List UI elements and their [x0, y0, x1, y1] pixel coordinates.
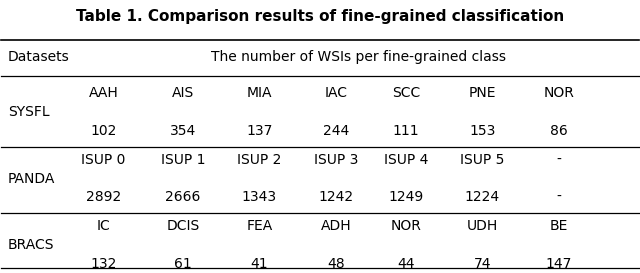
Text: 1224: 1224 [465, 190, 500, 204]
Text: BRACS: BRACS [8, 238, 54, 252]
Text: ISUP 4: ISUP 4 [384, 153, 428, 167]
Text: 61: 61 [174, 257, 192, 271]
Text: NOR: NOR [390, 219, 422, 233]
Text: BE: BE [550, 219, 568, 233]
Text: FEA: FEA [246, 219, 273, 233]
Text: ISUP 0: ISUP 0 [81, 153, 125, 167]
Text: ADH: ADH [321, 219, 351, 233]
Text: 2892: 2892 [86, 190, 121, 204]
Text: Table 1. Comparison results of fine-grained classification: Table 1. Comparison results of fine-grai… [76, 9, 564, 24]
Text: ISUP 5: ISUP 5 [460, 153, 505, 167]
Text: AAH: AAH [88, 86, 118, 100]
Text: ISUP 3: ISUP 3 [314, 153, 358, 167]
Text: 41: 41 [251, 257, 268, 271]
Text: -: - [557, 190, 561, 204]
Text: 1242: 1242 [318, 190, 353, 204]
Text: PNE: PNE [468, 86, 496, 100]
Text: MIA: MIA [246, 86, 272, 100]
Text: 74: 74 [474, 257, 492, 271]
Text: 1343: 1343 [242, 190, 277, 204]
Text: 102: 102 [90, 124, 116, 138]
Text: 147: 147 [546, 257, 572, 271]
Text: 48: 48 [327, 257, 345, 271]
Text: AIS: AIS [172, 86, 194, 100]
Text: 111: 111 [393, 124, 419, 138]
Text: -: - [557, 153, 561, 167]
Text: Datasets: Datasets [8, 50, 70, 64]
Text: IC: IC [97, 219, 110, 233]
Text: IAC: IAC [324, 86, 348, 100]
Text: 2666: 2666 [165, 190, 201, 204]
Text: SYSFL: SYSFL [8, 105, 49, 119]
Text: ISUP 2: ISUP 2 [237, 153, 282, 167]
Text: UDH: UDH [467, 219, 498, 233]
Text: 244: 244 [323, 124, 349, 138]
Text: ISUP 1: ISUP 1 [161, 153, 205, 167]
Text: DCIS: DCIS [166, 219, 200, 233]
Text: NOR: NOR [543, 86, 574, 100]
Text: 137: 137 [246, 124, 273, 138]
Text: 153: 153 [469, 124, 495, 138]
Text: The number of WSIs per fine-grained class: The number of WSIs per fine-grained clas… [211, 50, 506, 64]
Text: 354: 354 [170, 124, 196, 138]
Text: PANDA: PANDA [8, 171, 55, 186]
Text: 44: 44 [397, 257, 415, 271]
Text: SCC: SCC [392, 86, 420, 100]
Text: 132: 132 [90, 257, 116, 271]
Text: 1249: 1249 [388, 190, 424, 204]
Text: 86: 86 [550, 124, 568, 138]
